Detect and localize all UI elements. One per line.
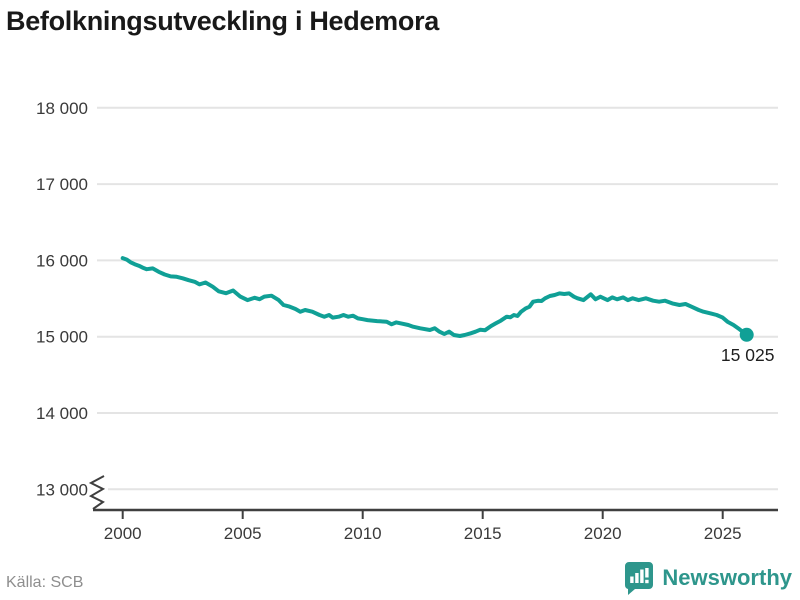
x-tick-label: 2005 [224, 524, 262, 543]
x-tick-label: 2020 [584, 524, 622, 543]
newsworthy-bar-chart-speech-bubble-icon [625, 562, 654, 595]
axis-break-icon [88, 475, 106, 510]
population-line [120, 256, 749, 338]
x-tick-label: 2025 [704, 524, 742, 543]
y-tick-label: 17 000 [36, 175, 88, 194]
y-tick-label: 13 000 [36, 480, 88, 499]
end-point-dot [739, 327, 754, 342]
end-value-label: 15 025 [721, 345, 775, 365]
y-tick-label: 14 000 [36, 404, 88, 423]
y-tick-label: 16 000 [36, 251, 88, 270]
x-tick-label: 2000 [104, 524, 142, 543]
y-tick-label: 18 000 [36, 99, 88, 118]
x-tick-label: 2010 [344, 524, 382, 543]
newsworthy-brand-text: Newsworthy [662, 565, 792, 590]
chart-title: Befolkningsutveckling i Hedemora [6, 6, 439, 36]
y-tick-label: 15 000 [36, 328, 88, 347]
x-tick-label: 2015 [464, 524, 502, 543]
source-credit: Källa: SCB [6, 574, 84, 591]
newsworthy-logo: Newsworthy [624, 561, 792, 595]
